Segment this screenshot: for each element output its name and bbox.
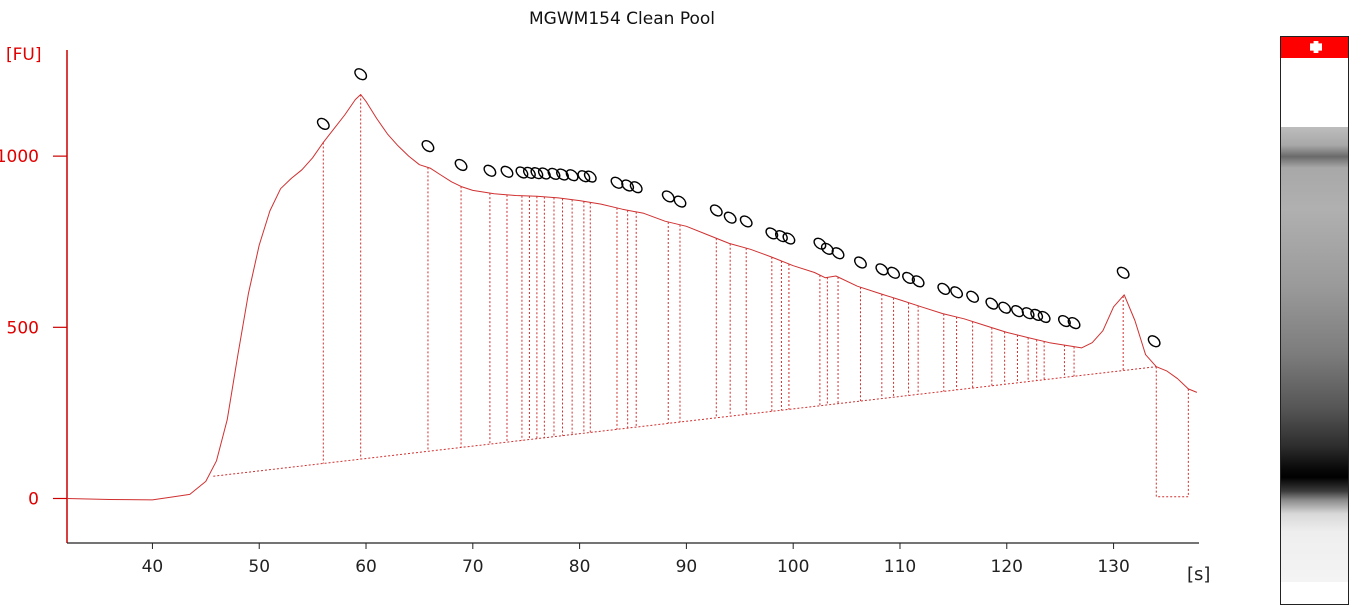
axis-ticks: 0 500 1000 40 50 60 70 80 90 100 110 120 130 [0, 147, 1130, 577]
x-tick-label-40: 40 [142, 557, 164, 577]
gel-image-lane [1280, 36, 1349, 605]
peak-marker [661, 190, 675, 203]
baseline-drop [1155, 366, 1189, 498]
peak-marker [673, 195, 687, 208]
peak-marker [1010, 305, 1024, 318]
peak-marker [709, 204, 723, 217]
peak-marker [1030, 308, 1044, 322]
x-axis-label: [s] [1187, 564, 1210, 585]
peak-marker [354, 68, 368, 81]
peak-marker [831, 247, 845, 260]
signal-trace [66, 94, 1198, 501]
peak-marker [950, 286, 964, 299]
peak-marker [937, 282, 951, 295]
y-tick-label-1000: 1000 [0, 147, 39, 167]
peak-marker [854, 256, 867, 269]
x-tick-label-120: 120 [991, 557, 1023, 577]
peak-marker [887, 266, 901, 279]
peak-marker [782, 232, 796, 245]
y-tick-label-500: 500 [7, 318, 39, 338]
peak-marker [739, 215, 753, 228]
peak-marker [583, 170, 597, 183]
peak-marker [316, 117, 330, 130]
peak-marker [875, 263, 889, 276]
gel-band-gradient [1281, 127, 1348, 582]
axes [66, 50, 1199, 544]
peak-marker [483, 164, 497, 177]
peak-markers [316, 68, 1161, 348]
chart-title: MGWM154 Clean Pool [529, 9, 715, 29]
peak-drop-lines [213, 94, 1189, 498]
x-tick-label-130: 130 [1097, 557, 1129, 577]
peak-marker [556, 168, 569, 181]
peak-marker [1147, 335, 1161, 348]
peak-marker [813, 237, 827, 250]
peak-marker [1037, 310, 1051, 324]
peak-marker [998, 301, 1012, 314]
peak-marker [985, 297, 999, 310]
x-tick-label-100: 100 [777, 557, 809, 577]
x-tick-label-110: 110 [884, 557, 916, 577]
y-tick-label-0: 0 [28, 489, 39, 509]
trace-line [66, 94, 1198, 501]
peak-marker [421, 139, 435, 153]
peak-marker [1116, 266, 1130, 279]
peak-marker [911, 275, 925, 288]
peak-marker [774, 230, 788, 243]
baseline-line [213, 366, 1157, 477]
x-tick-label-50: 50 [248, 557, 270, 577]
x-tick-label-70: 70 [462, 557, 484, 577]
peak-marker [610, 176, 624, 189]
peak-marker [537, 167, 551, 180]
peak-marker [1067, 316, 1081, 330]
peak-marker [629, 181, 643, 194]
marker-dot-icon [1310, 41, 1322, 53]
peak-marker [723, 211, 737, 224]
ladder-marker-band [1281, 37, 1348, 58]
x-tick-label-90: 90 [676, 557, 698, 577]
y-axis-label: [FU] [6, 45, 42, 65]
peak-marker [966, 290, 980, 303]
x-tick-label-80: 80 [569, 557, 591, 577]
peak-marker [454, 158, 468, 172]
x-tick-label-60: 60 [355, 557, 377, 577]
peak-marker [565, 169, 579, 182]
peak-marker [500, 165, 514, 178]
